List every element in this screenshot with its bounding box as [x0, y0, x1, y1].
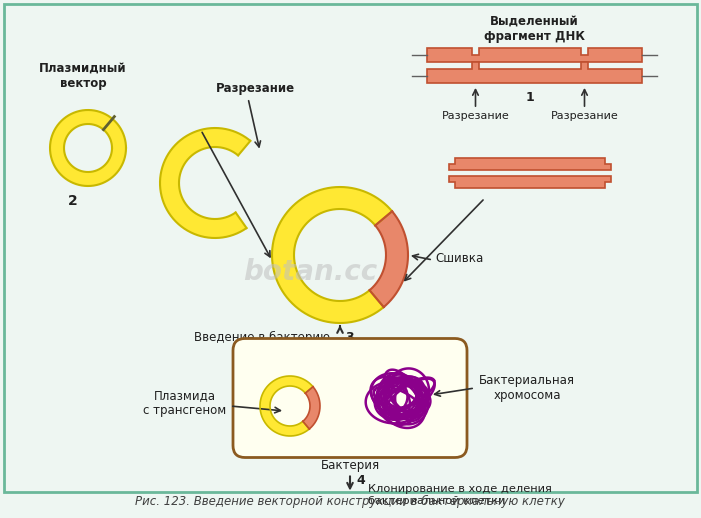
Text: Плазмида
с трансгеном: Плазмида с трансгеном [144, 389, 226, 417]
Text: Клонирование в ходе деления
бактериальной клетки: Клонирование в ходе деления бактериально… [368, 484, 552, 506]
Polygon shape [427, 62, 642, 83]
Text: 3: 3 [345, 331, 353, 344]
Text: 1: 1 [526, 91, 534, 104]
Polygon shape [160, 128, 250, 238]
Text: Разрезание: Разрезание [442, 111, 510, 121]
FancyBboxPatch shape [4, 4, 697, 492]
Text: Выделенный
фрагмент ДНК: Выделенный фрагмент ДНК [484, 15, 585, 43]
Polygon shape [50, 110, 126, 186]
Text: Бактерия: Бактерия [320, 459, 379, 472]
Text: Плазмидный
вектор: Плазмидный вектор [39, 62, 127, 90]
Polygon shape [449, 176, 611, 188]
Text: Сшивка: Сшивка [435, 252, 483, 265]
Text: Бактериальная
хромосома: Бактериальная хромосома [479, 374, 575, 402]
Text: Разрезание: Разрезание [550, 111, 618, 121]
Polygon shape [427, 48, 642, 62]
Polygon shape [260, 376, 313, 436]
Text: Разрезание: Разрезание [215, 82, 294, 95]
Text: botan.cc: botan.cc [243, 258, 377, 286]
Text: Введение в бактерию: Введение в бактерию [194, 331, 330, 344]
FancyBboxPatch shape [233, 338, 467, 457]
Polygon shape [449, 158, 611, 170]
Polygon shape [369, 211, 408, 307]
Polygon shape [272, 187, 392, 323]
Text: 4: 4 [356, 473, 365, 486]
Text: Рис. 123. Введение векторной конструкции в бактериальную клетку: Рис. 123. Введение векторной конструкции… [135, 495, 565, 508]
Polygon shape [303, 387, 320, 429]
Text: 2: 2 [68, 194, 78, 208]
